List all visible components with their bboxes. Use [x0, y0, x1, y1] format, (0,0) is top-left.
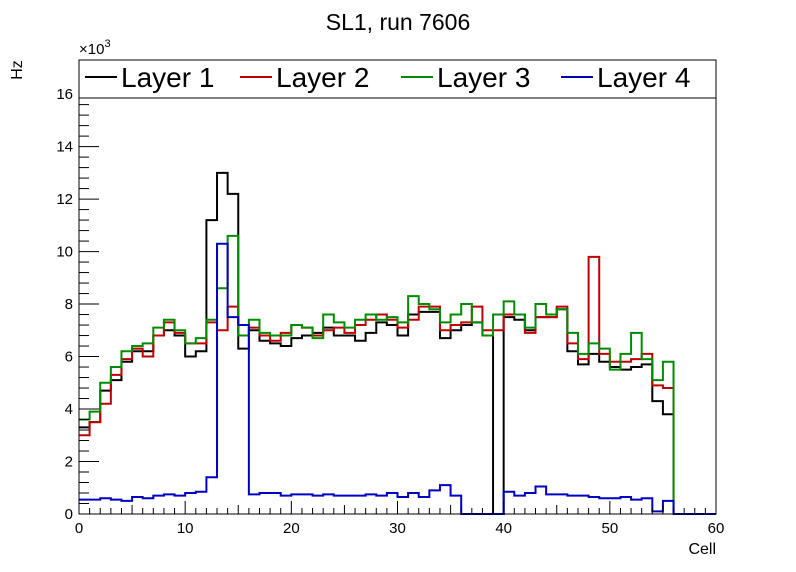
y-tick-label: 10: [56, 244, 73, 261]
x-tick-label: 10: [177, 520, 194, 537]
y-tick-label: 12: [56, 191, 73, 208]
y-tick-label: 8: [65, 296, 73, 313]
legend-label-4: Layer 4: [597, 62, 690, 93]
x-tick-label: 30: [389, 520, 406, 537]
y-multiplier-base: ×10: [79, 41, 104, 58]
y-tick-label: 14: [56, 139, 73, 156]
series-line-1: [79, 171, 716, 515]
y-tick-label: 16: [56, 86, 73, 103]
legend-box: [78, 59, 717, 99]
y-tick-label: 6: [65, 349, 73, 366]
y-axis-label: Hz: [9, 60, 26, 80]
plot-series: [79, 171, 716, 515]
y-tick-label: 4: [65, 401, 73, 418]
x-axis-label: Cell: [688, 541, 716, 558]
series-line-4: [79, 242, 716, 515]
x-tick-label: 40: [495, 520, 512, 537]
legend: Layer 1 Layer 2 Layer 3 Layer 4: [78, 59, 717, 99]
y-multiplier-exponent: 3: [104, 38, 110, 50]
x-tick-label: 60: [708, 520, 725, 537]
legend-label-3: Layer 3: [437, 62, 530, 93]
y-multiplier: ×103: [79, 38, 111, 58]
x-tick-label: 20: [283, 520, 300, 537]
chart-title: SL1, run 7606: [326, 9, 471, 35]
x-tick-label: 0: [75, 520, 83, 537]
legend-label-1: Layer 1: [121, 62, 214, 93]
x-tick-label: 50: [601, 520, 618, 537]
legend-label-2: Layer 2: [276, 62, 369, 93]
legend-items: Layer 1 Layer 2 Layer 3 Layer 4: [85, 62, 690, 93]
y-tick-label: 2: [65, 454, 73, 471]
series-line-3: [79, 234, 716, 515]
y-tick-label: 0: [65, 506, 73, 523]
